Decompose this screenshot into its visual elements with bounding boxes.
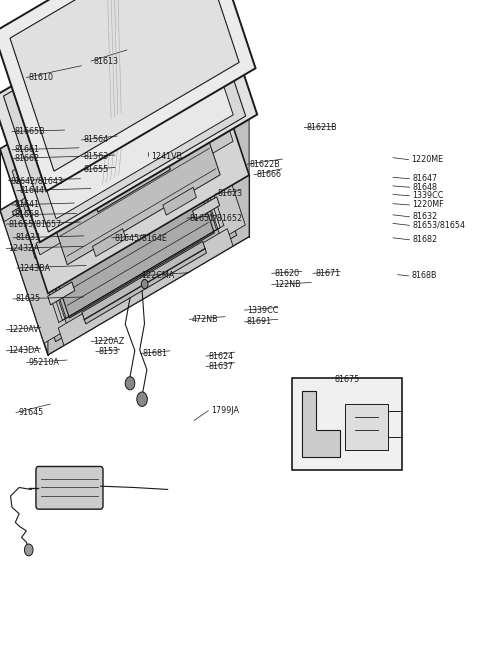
- Polygon shape: [0, 0, 255, 191]
- Text: 8168B: 8168B: [411, 271, 436, 281]
- Polygon shape: [0, 92, 249, 355]
- Polygon shape: [185, 58, 209, 81]
- Text: 81624: 81624: [208, 351, 234, 361]
- Text: 81682: 81682: [412, 235, 437, 244]
- Text: 81644: 81644: [19, 186, 44, 195]
- Polygon shape: [93, 229, 126, 256]
- Text: 1243BA: 1243BA: [19, 263, 50, 273]
- FancyBboxPatch shape: [292, 378, 402, 470]
- Text: 81621B: 81621B: [307, 123, 337, 132]
- Text: 81655: 81655: [84, 165, 109, 174]
- Polygon shape: [12, 159, 36, 183]
- Text: 81661: 81661: [14, 145, 39, 154]
- Text: 81633: 81633: [15, 233, 40, 242]
- Text: 1339CC: 1339CC: [412, 191, 444, 200]
- Polygon shape: [35, 129, 214, 318]
- FancyBboxPatch shape: [345, 404, 388, 450]
- Text: 81675: 81675: [334, 375, 360, 384]
- Text: 81637: 81637: [208, 362, 234, 371]
- Text: 1243DA: 1243DA: [9, 346, 40, 355]
- Polygon shape: [36, 231, 60, 255]
- Circle shape: [202, 45, 212, 58]
- Text: 81671: 81671: [315, 269, 340, 278]
- Text: 81648: 81648: [412, 183, 437, 192]
- Text: 91645: 91645: [18, 408, 44, 417]
- Polygon shape: [16, 0, 233, 219]
- Polygon shape: [22, 188, 46, 212]
- Text: 8153: 8153: [98, 347, 119, 356]
- Text: 81623: 81623: [218, 189, 243, 198]
- Text: 1799JA: 1799JA: [211, 406, 239, 415]
- Polygon shape: [181, 104, 245, 239]
- Text: 81641: 81641: [14, 200, 39, 210]
- Polygon shape: [3, 0, 246, 232]
- Text: 81610: 81610: [29, 73, 54, 82]
- Polygon shape: [48, 282, 75, 305]
- Polygon shape: [4, 208, 68, 343]
- Text: 1220ME: 1220ME: [411, 155, 443, 164]
- Polygon shape: [0, 0, 257, 242]
- Text: 1241VB: 1241VB: [151, 152, 182, 161]
- Polygon shape: [58, 229, 233, 346]
- Polygon shape: [302, 391, 340, 457]
- Polygon shape: [48, 120, 249, 293]
- Text: 81651/81652: 81651/81652: [189, 214, 242, 223]
- Text: 1339CC: 1339CC: [247, 306, 278, 315]
- Text: 1220AV: 1220AV: [9, 325, 39, 334]
- Polygon shape: [29, 59, 220, 265]
- Polygon shape: [48, 175, 249, 355]
- Text: 1220MF: 1220MF: [412, 200, 444, 210]
- Text: 81613: 81613: [94, 57, 119, 66]
- Text: 81620: 81620: [274, 269, 299, 278]
- Text: 81653/81654: 81653/81654: [412, 221, 465, 230]
- Polygon shape: [209, 129, 233, 153]
- Circle shape: [141, 279, 148, 288]
- Text: 122CMA: 122CMA: [141, 271, 175, 281]
- Text: 81655/81657: 81655/81657: [9, 219, 62, 229]
- Text: 81691: 81691: [247, 317, 272, 327]
- Text: 81642/81643: 81642/81643: [11, 176, 63, 185]
- Polygon shape: [12, 105, 237, 342]
- Text: 472NB: 472NB: [192, 315, 218, 324]
- Text: 1243ZA: 1243ZA: [9, 244, 40, 253]
- Polygon shape: [82, 241, 206, 324]
- Circle shape: [137, 392, 147, 407]
- Polygon shape: [32, 236, 60, 259]
- Text: 122NB: 122NB: [274, 280, 300, 289]
- Text: 81681: 81681: [143, 349, 168, 358]
- Text: 81622B: 81622B: [249, 160, 280, 169]
- FancyBboxPatch shape: [36, 466, 103, 509]
- Text: 81666: 81666: [256, 170, 281, 179]
- Polygon shape: [0, 30, 249, 293]
- Text: 1220AZ: 1220AZ: [94, 337, 125, 346]
- Text: 81564: 81564: [84, 135, 109, 145]
- Circle shape: [125, 376, 135, 390]
- Text: 81658: 81658: [14, 210, 39, 219]
- Text: 81563: 81563: [84, 152, 109, 161]
- Text: 81645/8164E: 81645/8164E: [114, 233, 167, 242]
- Text: 81662: 81662: [14, 154, 39, 163]
- Polygon shape: [10, 0, 239, 171]
- Text: 81665B: 81665B: [14, 127, 45, 136]
- Polygon shape: [192, 197, 220, 219]
- Text: 95210A: 95210A: [29, 358, 60, 367]
- Polygon shape: [177, 150, 204, 173]
- Polygon shape: [195, 86, 219, 110]
- Text: 81632: 81632: [412, 212, 437, 221]
- Text: 81647: 81647: [412, 174, 437, 183]
- Polygon shape: [163, 187, 196, 215]
- Circle shape: [24, 544, 33, 556]
- Text: 81635: 81635: [15, 294, 40, 304]
- Polygon shape: [16, 101, 191, 218]
